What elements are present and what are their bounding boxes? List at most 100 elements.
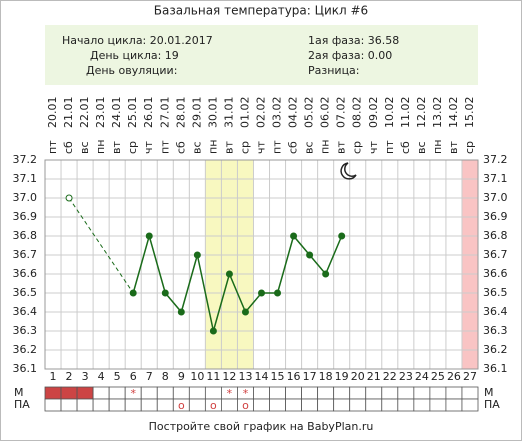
x-tick-label: 26 — [447, 370, 461, 383]
point — [129, 289, 137, 297]
y-tick-label: 36.2 — [483, 343, 508, 356]
x-tick-label: 22 — [383, 370, 397, 383]
date-label: 05.02 — [303, 97, 316, 129]
y-tick-label: 36.4 — [13, 305, 38, 318]
chart-title: Базальная температура: Цикл #6 — [154, 4, 368, 18]
date-label: 29.01 — [190, 97, 203, 129]
point — [177, 308, 185, 316]
weekday-label: ср — [126, 141, 139, 154]
weekday-label: пн — [206, 140, 219, 154]
row-symbol: o — [178, 399, 185, 412]
y-tick-label: 36.2 — [13, 343, 38, 356]
date-label: 22.01 — [78, 97, 91, 129]
weekday-label: сб — [287, 141, 300, 154]
row-symbol: o — [242, 399, 249, 412]
x-tick-label: 27 — [463, 370, 477, 383]
row-cell — [44, 398, 62, 412]
temperature-line — [132, 233, 343, 332]
row-cell — [461, 386, 479, 400]
row-cell — [317, 398, 335, 412]
row-cell — [333, 398, 351, 412]
row-cell — [445, 398, 463, 412]
y-tick-label: 36.6 — [13, 267, 38, 280]
point — [241, 308, 249, 316]
row-cell — [349, 386, 367, 400]
y-tick-label: 36.4 — [483, 305, 508, 318]
x-tick-label: 4 — [98, 370, 105, 383]
row-cell — [397, 386, 415, 400]
date-label: 11.02 — [399, 97, 412, 129]
y-tick-label: 36.8 — [13, 229, 38, 242]
row-cell — [188, 398, 206, 412]
date-label: 20.01 — [46, 97, 59, 129]
weekday-label: ср — [238, 141, 251, 154]
point — [209, 327, 217, 335]
row-cell — [60, 386, 78, 400]
dashed-connector — [68, 197, 134, 294]
x-tick-label: 10 — [190, 370, 204, 383]
y-tick-label: 36.7 — [13, 248, 38, 261]
date-label: 08.02 — [351, 97, 364, 129]
weekday-label: чт — [367, 141, 380, 154]
info-text: Разница: — [308, 64, 360, 77]
x-tick-label: 3 — [82, 370, 89, 383]
row-cell — [349, 398, 367, 412]
row-cell — [397, 398, 415, 412]
row-cell — [108, 386, 126, 400]
row-cell — [445, 386, 463, 400]
row-cell — [221, 398, 238, 412]
row-label: М — [484, 386, 494, 399]
y-tick-label: 36.3 — [13, 324, 38, 337]
weekday-label: чт — [142, 141, 155, 154]
point — [322, 270, 330, 278]
weekday-label: пт — [158, 140, 171, 154]
x-tick-label: 9 — [178, 370, 185, 383]
info-text: 1ая фаза: 36.58 — [308, 34, 399, 47]
y-tick-label: 37.1 — [483, 172, 508, 185]
point — [145, 232, 153, 240]
date-label: 02.02 — [255, 97, 268, 129]
weekday-label: вс — [78, 141, 91, 154]
weekday-label: чт — [255, 141, 268, 154]
x-tick-label: 18 — [319, 370, 333, 383]
info-text: День овуляции: — [86, 64, 177, 77]
x-tick-label: 25 — [431, 370, 445, 383]
date-label: 24.01 — [110, 97, 123, 129]
row-label: ПА — [484, 398, 500, 411]
point — [161, 289, 169, 297]
y-tick-label: 36.6 — [483, 267, 508, 280]
y-tick-label: 36.9 — [483, 210, 508, 223]
row-cell — [365, 386, 383, 400]
x-tick-label: 23 — [399, 370, 413, 383]
weekday-label: вс — [415, 141, 428, 154]
date-label: 26.01 — [142, 97, 155, 129]
row-symbol: * — [130, 387, 136, 400]
row-cell — [269, 386, 286, 400]
x-tick-label: 2 — [66, 370, 73, 383]
weekday-label: пт — [383, 140, 396, 154]
row-cell — [413, 398, 431, 412]
point — [65, 194, 73, 202]
weekday-label: сб — [62, 141, 75, 154]
x-tick-label: 12 — [222, 370, 236, 383]
date-label: 14.02 — [447, 97, 460, 129]
x-tick-label: 8 — [162, 370, 169, 383]
point — [274, 289, 282, 297]
date-label: 09.02 — [367, 97, 380, 129]
y-tick-label: 37.2 — [13, 153, 38, 166]
y-tick-label: 36.5 — [483, 286, 508, 299]
row-cell — [140, 398, 158, 412]
row-cell — [285, 386, 302, 400]
row-cell — [317, 386, 335, 400]
date-label: 31.01 — [222, 97, 235, 129]
date-label: 10.02 — [383, 97, 396, 129]
y-tick-label: 36.5 — [13, 286, 38, 299]
point — [193, 251, 201, 259]
row-symbol: o — [210, 399, 217, 412]
y-tick-label: 37.0 — [483, 191, 508, 204]
weekday-label: вт — [447, 141, 460, 154]
moon-icon — [340, 162, 357, 180]
row-symbol: * — [227, 387, 233, 400]
x-tick-label: 17 — [303, 370, 317, 383]
